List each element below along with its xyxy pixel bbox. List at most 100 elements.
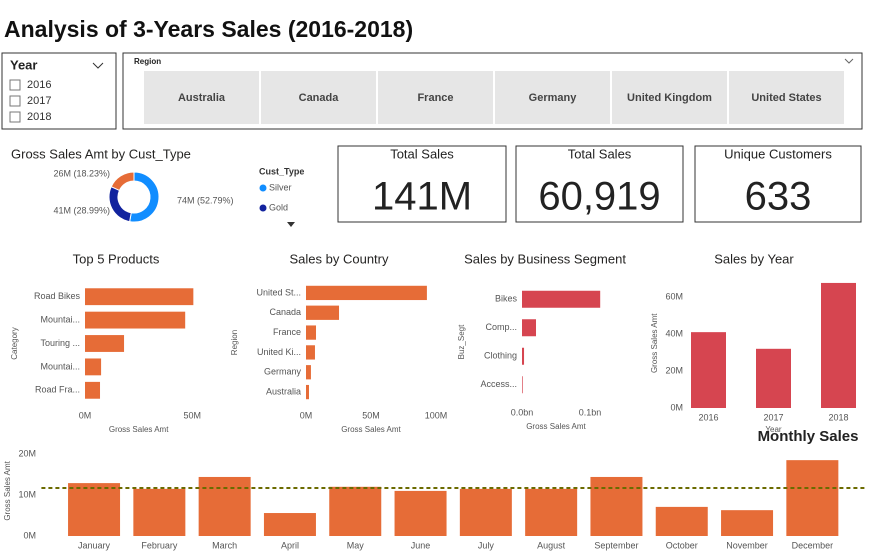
bar <box>522 347 525 365</box>
category-label: Road Fra... <box>35 385 80 395</box>
chart-title: Monthly Sales <box>758 428 859 445</box>
kpi-card <box>337 145 507 223</box>
checkbox[interactable] <box>9 79 21 91</box>
slicer-option[interactable]: 2017 <box>27 95 51 107</box>
category-label: Clothing <box>484 351 517 361</box>
y-axis-label: Buz_Segt <box>457 324 466 359</box>
slicer-option[interactable]: United Kingdom <box>627 92 712 104</box>
x-tick-label: May <box>347 540 365 550</box>
slicer-option[interactable]: Canada <box>299 92 340 104</box>
chart-title: Sales by Business Segment <box>464 251 626 266</box>
category-label: Bikes <box>495 294 518 304</box>
page-title: Analysis of 3-Years Sales (2016-2018) <box>4 16 413 42</box>
bar <box>85 335 125 352</box>
x-axis-label: Gross Sales Amt <box>526 422 586 431</box>
bar <box>85 358 102 376</box>
kpi-label: Unique Customers <box>724 146 832 161</box>
slicer-option[interactable]: 2016 <box>27 79 51 91</box>
bar <box>721 510 774 536</box>
slicer-button[interactable] <box>612 71 727 124</box>
legend-marker <box>259 184 267 192</box>
region-slicer-box <box>122 52 863 130</box>
x-tick-label: June <box>411 540 431 550</box>
chart-title: Top 5 Products <box>73 251 160 266</box>
slicer-option[interactable]: Australia <box>178 92 226 104</box>
x-tick-label: 100M <box>425 410 448 420</box>
chart-title: Sales by Year <box>714 251 794 266</box>
slicer-option[interactable]: Germany <box>529 92 578 104</box>
category-label: Mountai... <box>40 314 80 324</box>
legend-label: Gold <box>269 202 288 212</box>
year-slicer-box <box>1 52 117 130</box>
y-axis-label: Region <box>230 330 239 355</box>
bar <box>306 365 311 380</box>
y-tick-label: 0M <box>670 402 683 412</box>
x-tick-label: 50M <box>184 410 202 420</box>
slicer-option[interactable]: France <box>417 92 453 104</box>
category-label: Mountai... <box>40 361 80 371</box>
x-tick-label: September <box>594 540 638 550</box>
kpi-label: Total Sales <box>390 146 454 161</box>
data-label: 26M (18.23%) <box>53 168 110 178</box>
bar <box>68 483 121 536</box>
chart-title: Sales by Country <box>290 251 389 266</box>
slicer-button[interactable] <box>729 71 844 124</box>
bar <box>306 384 309 400</box>
legend-title: Cust_Type <box>259 166 304 176</box>
bar <box>522 290 601 308</box>
x-tick-label: July <box>478 540 495 550</box>
x-tick-label: January <box>78 540 111 550</box>
y-tick-label: 40M <box>665 328 683 338</box>
category-label: Canada <box>269 307 301 317</box>
bar <box>306 325 317 340</box>
bar <box>306 345 315 360</box>
slicer-button[interactable] <box>261 71 376 124</box>
bar <box>590 476 643 536</box>
legend-label: Silver <box>269 182 292 192</box>
y-tick-label: 10M <box>18 489 36 499</box>
kpi-value: 141M <box>372 175 472 219</box>
bar <box>85 381 101 399</box>
bar <box>329 486 382 536</box>
y-axis-label: Gross Sales Amt <box>3 460 12 520</box>
y-tick-label: 60M <box>665 291 683 301</box>
slicer-button[interactable] <box>378 71 493 124</box>
category-label: Touring ... <box>40 338 80 348</box>
x-tick-label: 2016 <box>698 412 718 422</box>
checkbox[interactable] <box>9 95 21 107</box>
bar <box>85 288 194 306</box>
x-tick-label: 2017 <box>763 412 783 422</box>
bar <box>394 490 447 536</box>
legend-scroll[interactable] <box>287 222 295 227</box>
x-tick-label: 0.1bn <box>579 407 602 417</box>
y-axis-label: Gross Sales Amt <box>650 313 659 373</box>
kpi-label: Total Sales <box>568 146 632 161</box>
donut-slice <box>110 171 135 192</box>
dropdown-icon[interactable] <box>844 58 854 64</box>
category-label: United Ki... <box>257 347 301 357</box>
category-label: United St... <box>256 287 301 297</box>
x-tick-label: 2018 <box>828 412 848 422</box>
x-axis-label: Year <box>765 425 782 434</box>
checkbox[interactable] <box>9 111 21 123</box>
y-tick-label: 0M <box>23 530 36 540</box>
category-label: France <box>273 327 301 337</box>
slicer-button[interactable] <box>495 71 610 124</box>
slicer-option[interactable]: 2018 <box>27 111 51 123</box>
slicer-option[interactable]: United States <box>751 92 821 104</box>
bar <box>306 305 340 320</box>
bar <box>522 319 537 337</box>
kpi-card <box>515 145 684 223</box>
dropdown-icon[interactable] <box>92 62 104 69</box>
slicer-button[interactable] <box>144 71 259 124</box>
x-tick-label: April <box>281 540 299 550</box>
x-tick-label: 0M <box>79 410 92 420</box>
y-axis-label: Category <box>10 327 19 359</box>
kpi-value: 60,919 <box>538 175 660 219</box>
bar <box>821 282 856 408</box>
bar <box>525 488 578 536</box>
x-tick-label: March <box>212 540 237 550</box>
category-label: Road Bikes <box>34 291 81 301</box>
